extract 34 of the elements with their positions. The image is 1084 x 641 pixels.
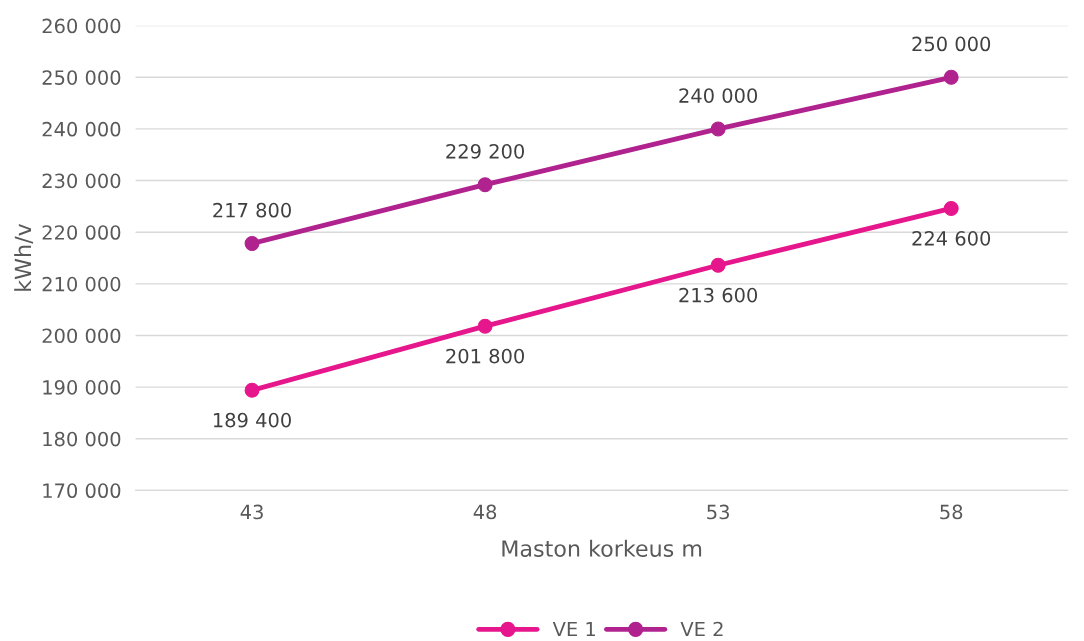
y-tick-label: 210 000 [42,276,121,292]
point [244,382,260,398]
x-tick-label: 43 [240,504,263,520]
x-tick-label: 53 [707,504,729,520]
point [477,318,493,334]
point [710,121,726,137]
data-label: 240 000 [679,88,758,103]
y-axis-title: kWh/v [14,223,34,291]
legend-label: VE 1 [552,621,595,637]
point [943,200,959,216]
y-tick-label: 170 000 [43,483,121,499]
y-tick-label: 260 000 [42,18,121,34]
x-axis-title: Maston korkeus m [502,539,702,557]
data-label: 229 200 [446,143,524,159]
x-tick-label: 48 [473,504,497,520]
data-label: 189 400 [213,412,291,428]
y-tick-label: 230 000 [42,173,121,189]
y-tick-label: 200 000 [42,328,121,344]
y-tick-label: 250 000 [42,70,121,85]
y-tick-label: 180 000 [43,431,121,447]
point [710,257,726,273]
data-label: 201 800 [446,348,524,364]
data-label: 250 000 [912,36,991,52]
data-label: 224 600 [912,231,991,246]
x-tick-label: 58 [940,504,963,520]
legend-label: VE 2 [680,621,723,637]
y-tick-label: 220 000 [42,225,121,240]
point [244,236,260,252]
data-label: 213 600 [679,287,758,303]
y-tick-label: 190 000 [43,380,121,395]
point [477,177,493,193]
data-label: 217 800 [213,202,291,218]
y-tick-label: 240 000 [42,121,121,137]
point [943,69,959,85]
